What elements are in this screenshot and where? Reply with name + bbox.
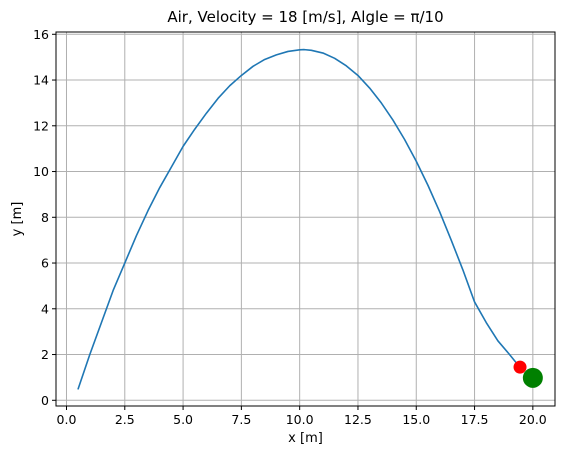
x-tick-label: 15.0 <box>402 412 430 427</box>
x-tick-label: 7.5 <box>231 412 251 427</box>
x-tick-label: 12.5 <box>344 412 372 427</box>
projectile-marker <box>514 361 527 374</box>
x-tick-label: 2.5 <box>115 412 135 427</box>
y-tick-label: 4 <box>41 301 49 316</box>
x-tick-label: 5.0 <box>173 412 193 427</box>
y-tick-label: 0 <box>41 393 49 408</box>
y-tick-label: 10 <box>33 164 49 179</box>
x-tick-label: 17.5 <box>461 412 489 427</box>
target-marker <box>523 368 543 388</box>
x-tick-label: 0.0 <box>57 412 77 427</box>
y-tick-label: 6 <box>41 256 49 271</box>
y-tick-label: 2 <box>41 347 49 362</box>
y-tick-label: 12 <box>33 118 49 133</box>
y-tick-label: 16 <box>33 27 49 42</box>
x-axis-label: x [m] <box>288 431 323 446</box>
y-tick-label: 8 <box>41 210 49 225</box>
chart-title: Air, Velocity = 18 [m/s], Algle = π/10 <box>167 8 443 26</box>
y-axis-label: y [m] <box>10 202 25 237</box>
y-tick-label: 14 <box>33 73 49 88</box>
x-tick-label: 10.0 <box>286 412 314 427</box>
x-tick-label: 20.0 <box>519 412 547 427</box>
